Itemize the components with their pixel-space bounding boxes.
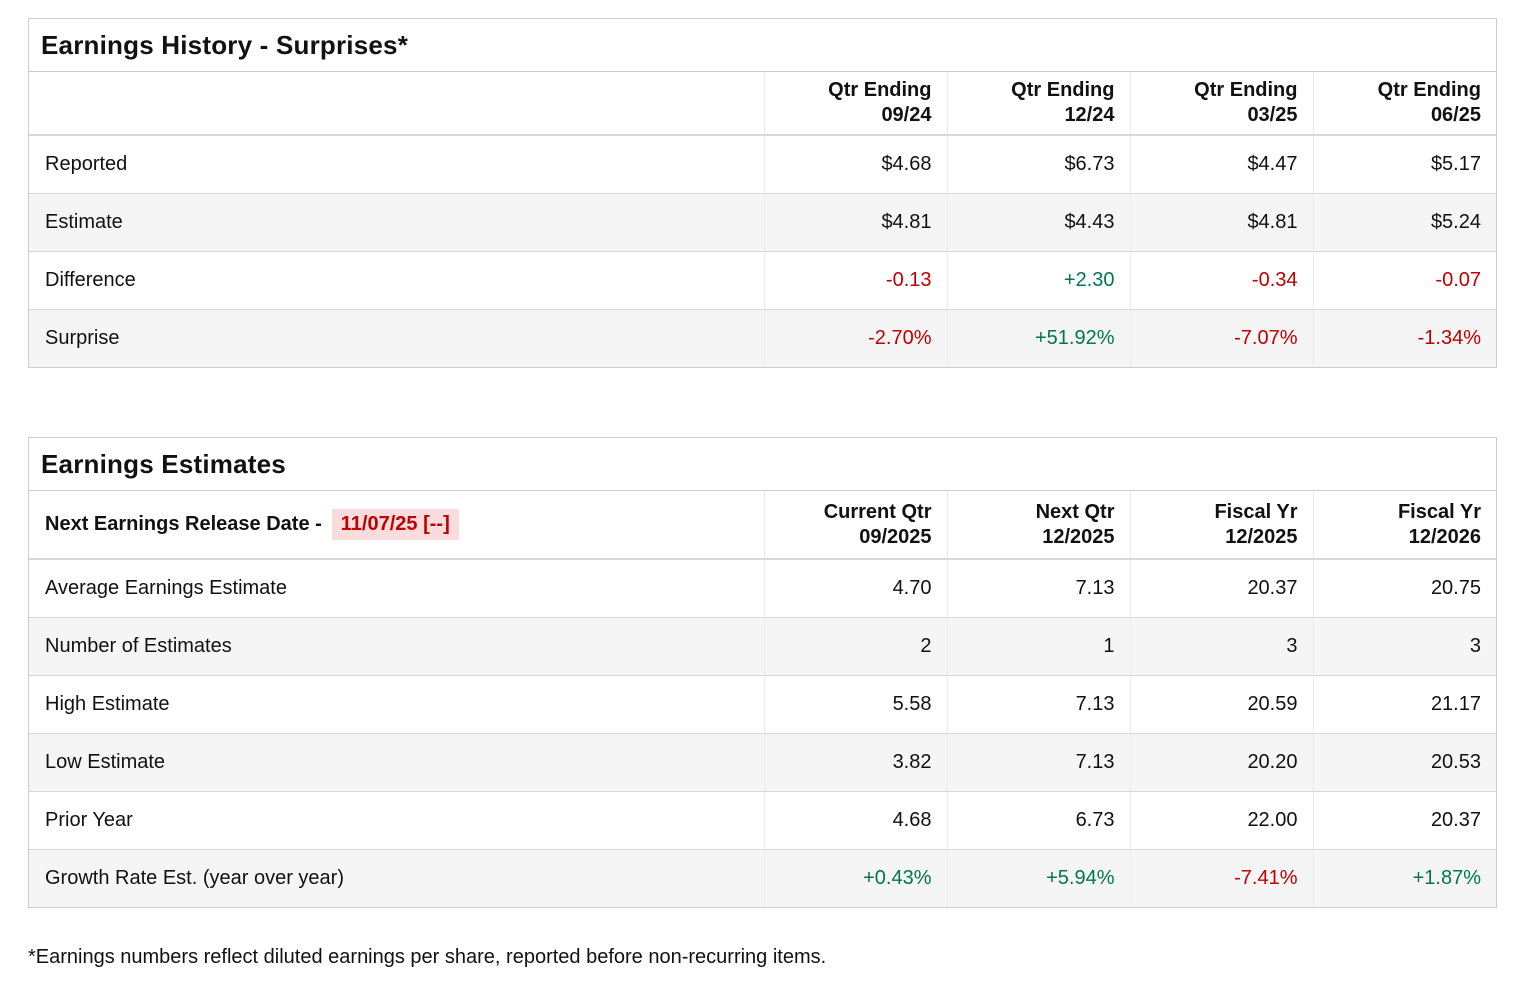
cell-value: $4.43: [946, 193, 1130, 252]
table-row-number-of-estimates: Number of Estimates 2 1 3 3: [29, 617, 1496, 676]
cell-value: +5.94%: [946, 849, 1130, 907]
column-header-next-qtr: Next Qtr 12/2025: [946, 491, 1130, 560]
column-header-fiscal-yr-2025: Fiscal Yr 12/2025: [1129, 491, 1313, 560]
cell-value: 20.75: [1312, 559, 1496, 618]
row-label: Prior Year: [29, 791, 764, 850]
column-header-qtr-0325: Qtr Ending 03/25: [1129, 72, 1313, 136]
earnings-history-table: Qtr Ending 09/24 Qtr Ending 12/24 Qtr En…: [29, 72, 1496, 367]
column-header-qtr-0625: Qtr Ending 06/25: [1312, 72, 1496, 136]
earnings-estimates-title: Earnings Estimates: [29, 438, 1496, 491]
cell-value: +1.87%: [1312, 849, 1496, 907]
release-date-link[interactable]: 11/07/25 [--]: [331, 509, 459, 540]
table-row-average-estimate: Average Earnings Estimate 4.70 7.13 20.3…: [29, 559, 1496, 618]
cell-value: -2.70%: [763, 309, 947, 367]
table-row-high-estimate: High Estimate 5.58 7.13 20.59 21.17: [29, 675, 1496, 734]
cell-value: -7.41%: [1129, 849, 1313, 907]
cell-value: 22.00: [1129, 791, 1313, 850]
cell-value: 2: [763, 617, 947, 676]
header-spacer: [29, 72, 764, 136]
table-row-estimate: Estimate $4.81 $4.43 $4.81 $5.24: [29, 193, 1496, 252]
cell-value: 5.58: [763, 675, 947, 734]
cell-value: -1.34%: [1312, 309, 1496, 367]
cell-value: $5.24: [1312, 193, 1496, 252]
row-label: Estimate: [29, 193, 764, 252]
row-label: Growth Rate Est. (year over year): [29, 849, 764, 907]
row-label: Surprise: [29, 309, 764, 367]
cell-value: -7.07%: [1129, 309, 1313, 367]
cell-value: 3: [1312, 617, 1496, 676]
cell-value: 7.13: [946, 675, 1130, 734]
cell-value: $5.17: [1312, 135, 1496, 194]
cell-value: $4.81: [1129, 193, 1313, 252]
cell-value: 7.13: [946, 559, 1130, 618]
table-row-difference: Difference -0.13 +2.30 -0.34 -0.07: [29, 251, 1496, 310]
footnote: *Earnings numbers reflect diluted earnin…: [28, 946, 827, 968]
earnings-history-section: Earnings History - Surprises* Qtr Ending…: [28, 18, 1497, 368]
cell-value: -0.07: [1312, 251, 1496, 310]
cell-value: 20.53: [1312, 733, 1496, 792]
cell-value: 3.82: [763, 733, 947, 792]
cell-value: +2.30: [946, 251, 1130, 310]
row-label: Low Estimate: [29, 733, 764, 792]
table-row-prior-year: Prior Year 4.68 6.73 22.00 20.37: [29, 791, 1496, 850]
cell-value: 20.37: [1312, 791, 1496, 850]
table-row-reported: Reported $4.68 $6.73 $4.47 $5.17: [29, 135, 1496, 194]
cell-value: 4.70: [763, 559, 947, 618]
column-header-qtr-1224: Qtr Ending 12/24: [946, 72, 1130, 136]
cell-value: 7.13: [946, 733, 1130, 792]
row-label: Difference: [29, 251, 764, 310]
cell-value: +0.43%: [763, 849, 947, 907]
cell-value: 20.59: [1129, 675, 1313, 734]
row-label: Reported: [29, 135, 764, 194]
row-label: Average Earnings Estimate: [29, 559, 764, 618]
release-date-label: Next Earnings Release Date -: [45, 513, 322, 535]
cell-value: +51.92%: [946, 309, 1130, 367]
row-label: High Estimate: [29, 675, 764, 734]
cell-value: 6.73: [946, 791, 1130, 850]
earnings-estimates-header-row: Next Earnings Release Date - 11/07/25 [--…: [29, 491, 1496, 560]
cell-value: $4.47: [1129, 135, 1313, 194]
table-row-growth-rate: Growth Rate Est. (year over year) +0.43%…: [29, 849, 1496, 907]
cell-value: 1: [946, 617, 1130, 676]
cell-value: 20.37: [1129, 559, 1313, 618]
next-earnings-release-date: Next Earnings Release Date - 11/07/25 [--…: [29, 491, 764, 560]
table-row-surprise: Surprise -2.70% +51.92% -7.07% -1.34%: [29, 309, 1496, 367]
earnings-history-header-row: Qtr Ending 09/24 Qtr Ending 12/24 Qtr En…: [29, 72, 1496, 136]
column-header-fiscal-yr-2026: Fiscal Yr 12/2026: [1312, 491, 1496, 560]
earnings-estimates-table: Next Earnings Release Date - 11/07/25 [--…: [29, 491, 1496, 907]
cell-value: $6.73: [946, 135, 1130, 194]
cell-value: 20.20: [1129, 733, 1313, 792]
cell-value: $4.81: [763, 193, 947, 252]
cell-value: 21.17: [1312, 675, 1496, 734]
cell-value: -0.34: [1129, 251, 1313, 310]
column-header-current-qtr: Current Qtr 09/2025: [763, 491, 947, 560]
table-row-low-estimate: Low Estimate 3.82 7.13 20.20 20.53: [29, 733, 1496, 792]
cell-value: $4.68: [763, 135, 947, 194]
earnings-history-title: Earnings History - Surprises*: [29, 19, 1496, 72]
row-label: Number of Estimates: [29, 617, 764, 676]
cell-value: 4.68: [763, 791, 947, 850]
column-header-qtr-0924: Qtr Ending 09/24: [763, 72, 947, 136]
cell-value: 3: [1129, 617, 1313, 676]
earnings-estimates-section: Earnings Estimates Next Earnings Release…: [28, 437, 1497, 908]
cell-value: -0.13: [763, 251, 947, 310]
